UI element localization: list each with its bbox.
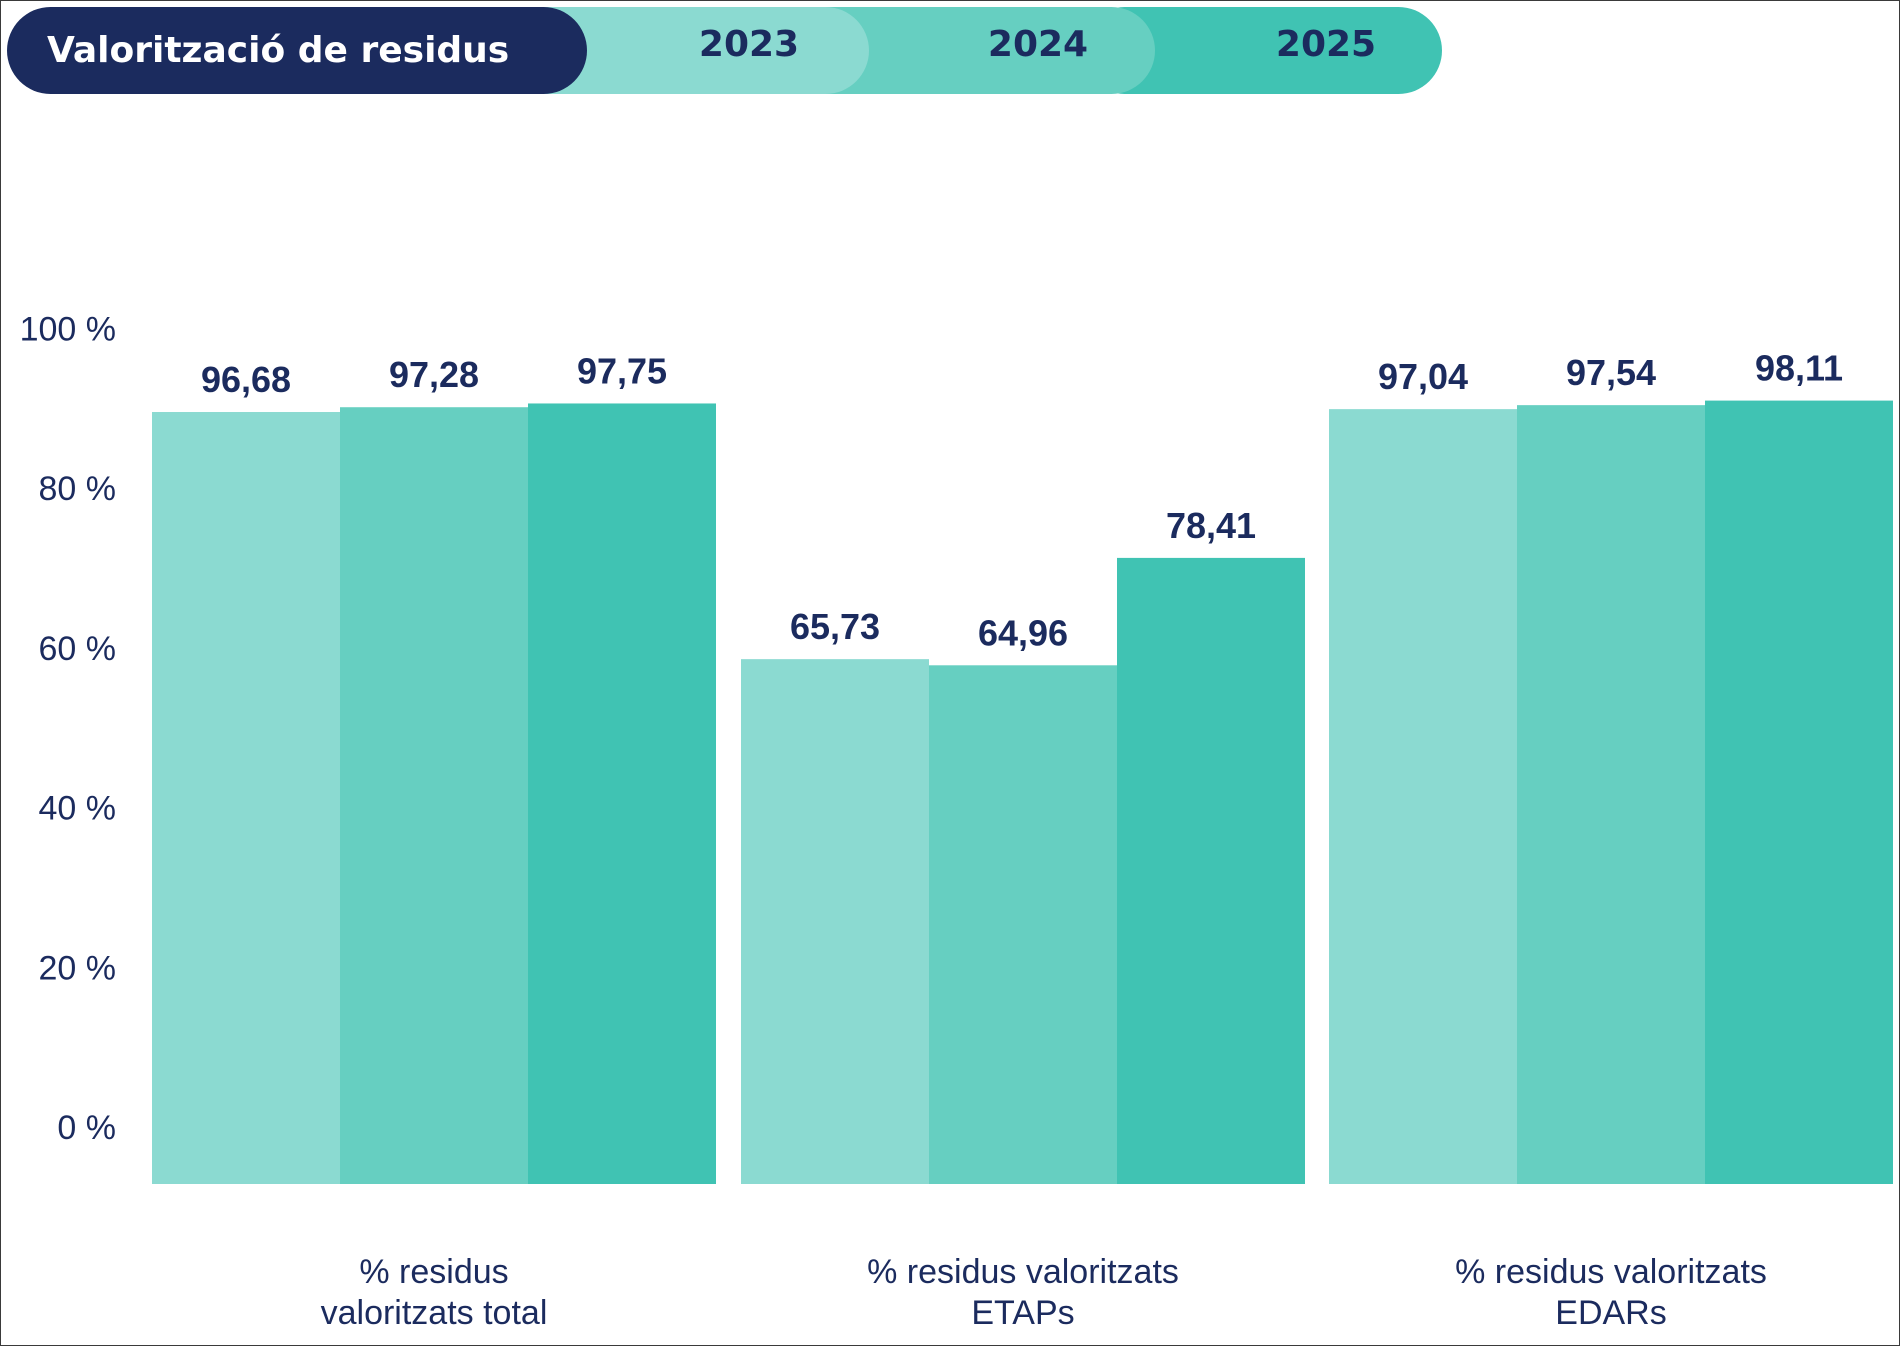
legend-label-2025: 2025 (1275, 24, 1377, 65)
bar-2023-2 (1329, 409, 1517, 1184)
data-label: 97,04 (1378, 356, 1468, 397)
category-label: % residus valoritzats (1455, 1253, 1767, 1291)
data-label: 97,28 (389, 354, 479, 395)
y-tick-label: 40 % (39, 790, 117, 828)
data-label: 65,73 (790, 606, 880, 647)
y-tick-label: 20 % (39, 949, 117, 987)
bar-2023-0 (152, 412, 340, 1184)
category-label: EDARs (1555, 1294, 1666, 1332)
legend-label-2024: 2024 (987, 24, 1089, 65)
bar-2025-0 (528, 403, 716, 1184)
legend-label-2023: 2023 (698, 24, 800, 65)
data-label: 97,75 (577, 350, 667, 391)
bar-2023-1 (741, 659, 929, 1184)
data-label: 78,41 (1166, 505, 1256, 546)
bar-2025-1 (1117, 557, 1305, 1184)
category-label: % residus (359, 1253, 508, 1291)
chart-title: Valorització de residus (47, 30, 510, 71)
y-tick-label: 60 % (39, 630, 117, 668)
bar-2025-2 (1705, 400, 1893, 1184)
data-label: 98,11 (1755, 348, 1843, 389)
y-tick-label: 0 % (57, 1109, 116, 1147)
bar-2024-1 (929, 665, 1117, 1184)
category-label: % residus valoritzats (867, 1253, 1179, 1291)
title-pill (7, 7, 587, 94)
data-label: 97,54 (1566, 352, 1656, 393)
data-label: 64,96 (978, 612, 1068, 653)
bar-2024-2 (1517, 405, 1705, 1185)
category-label: valoritzats total (321, 1294, 548, 1332)
y-tick-label: 80 % (39, 470, 117, 508)
bar-2024-0 (340, 407, 528, 1184)
data-label: 96,68 (201, 359, 291, 400)
y-tick-label: 100 % (20, 311, 116, 349)
category-label: ETAPs (971, 1294, 1074, 1332)
